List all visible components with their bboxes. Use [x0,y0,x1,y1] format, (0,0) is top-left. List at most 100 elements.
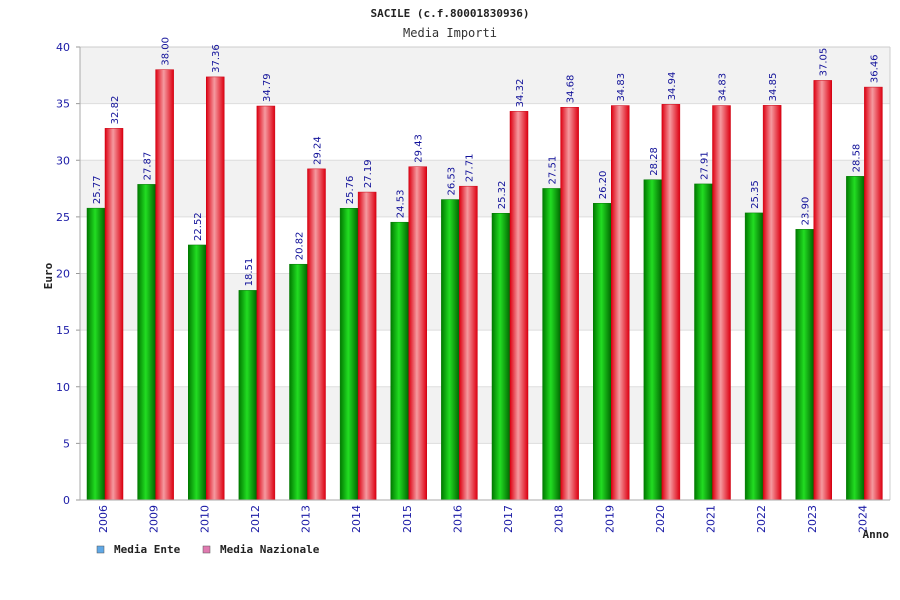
data-label: 34.94 [667,72,678,101]
data-label: 29.43 [414,134,425,163]
bar-media-ente-2017 [491,213,511,501]
y-tick-label: 0 [63,494,70,507]
y-tick-label: 5 [63,437,70,450]
data-label: 27.71 [464,154,475,183]
data-label: 34.85 [768,73,779,102]
bar-media-nazionale-2010 [206,76,225,501]
data-label: 23.90 [801,197,812,226]
data-label: 28.28 [649,147,660,176]
bar-media-nazionale-2022 [762,105,782,501]
bar-media-ente-2024 [846,176,865,501]
x-tick-label: 2013 [300,505,313,533]
data-label: 22.52 [193,212,204,241]
bar-media-nazionale-2006 [104,128,124,501]
bar-media-ente-2016 [441,199,460,501]
data-label: 27.19 [363,159,374,188]
bar-media-ente-2021 [694,183,713,501]
data-label: 32.82 [110,96,121,125]
x-tick-label: 2010 [198,505,211,533]
data-label: 25.77 [92,176,103,205]
data-label: 34.83 [718,73,729,102]
bar-media-ente-2023 [795,229,814,501]
x-tick-label: 2019 [603,505,616,533]
data-label: 37.05 [819,48,830,77]
y-axis-ticks: 0 5 10 15 20 25 30 35 40 [56,41,80,507]
bar-media-nazionale-2013 [307,168,326,501]
bar-media-nazionale-2016 [459,185,478,501]
data-label: 38.00 [161,37,172,66]
data-label: 18.51 [244,258,255,287]
legend-swatch-media-ente [96,545,105,554]
legend-label-media-ente: Media Ente [114,543,181,556]
data-label: 34.83 [616,73,627,102]
data-label: 26.53 [446,167,457,196]
data-label: 34.68 [566,75,577,104]
data-label: 26.20 [598,171,609,200]
bar-media-nazionale-2012 [256,105,276,501]
data-label: 27.51 [548,156,559,185]
bar-media-ente-2012 [238,290,258,501]
x-tick-label: 2015 [401,505,414,533]
y-tick-label: 15 [56,324,70,337]
data-label: 25.35 [750,180,761,209]
x-tick-label: 2006 [97,505,110,533]
bar-media-nazionale-2024 [864,86,883,501]
bar-media-nazionale-2019 [611,105,630,501]
bar-media-nazionale-2015 [408,166,427,501]
data-label: 36.46 [869,54,880,83]
x-tick-label: 2018 [553,505,566,533]
y-tick-label: 10 [56,381,70,394]
bar-media-nazionale-2023 [813,80,832,501]
legend: Media Ente Media Nazionale [96,543,320,556]
x-tick-label: 2021 [705,505,718,533]
y-tick-label: 25 [56,211,70,224]
bar-media-ente-2013 [289,263,308,501]
x-tick-label: 2016 [451,505,464,533]
legend-label-media-nazionale: Media Nazionale [220,543,320,556]
bars-group [86,69,883,501]
data-label: 20.82 [295,232,306,261]
data-label: 25.76 [345,176,356,205]
bar-media-ente-2019 [593,203,612,501]
bar-media-ente-2014 [339,208,359,501]
x-tick-label: 2009 [148,505,161,533]
x-tick-label: 2012 [249,505,262,533]
x-tick-label: 2017 [502,505,515,533]
data-label: 28.58 [851,144,862,173]
bar-media-nazionale-2020 [661,104,681,501]
bar-media-nazionale-2021 [712,105,731,501]
y-tick-label: 30 [56,154,70,167]
bar-media-ente-2006 [86,207,106,501]
x-axis-ticks: 2006 2009 2010 2012 2013 2014 2015 2016 2017 2018… [97,505,869,533]
x-tick-label: 2020 [654,505,667,533]
bar-media-ente-2018 [542,188,561,501]
value-labels: 25.77 32.82 27.87 38.00 22.52 37.36 18.51 34.79… [92,37,880,286]
bar-media-nazionale-2009 [155,69,174,501]
x-tick-label: 2024 [856,505,869,533]
bar-media-ente-2022 [744,212,764,501]
y-tick-label: 40 [56,41,70,54]
bar-media-ente-2015 [390,221,409,501]
legend-swatch-media-nazionale [202,545,211,554]
data-label: 27.91 [700,151,711,180]
bar-media-ente-2009 [137,184,156,501]
data-label: 27.87 [143,152,154,181]
data-label: 34.79 [262,73,273,102]
x-tick-label: 2014 [350,505,363,533]
bar-media-ente-2020 [643,179,663,501]
data-label: 37.36 [211,44,222,73]
data-label: 34.32 [515,79,526,108]
data-label: 25.32 [497,181,508,210]
y-tick-label: 35 [56,98,70,111]
x-tick-label: 2022 [755,505,768,533]
bar-media-ente-2010 [188,244,207,501]
bar-media-nazionale-2014 [357,191,377,501]
chart-subtitle: Media Importi [403,26,497,40]
data-label: 29.24 [313,136,324,165]
x-axis-title: Anno [863,528,890,541]
data-label: 24.53 [396,190,407,219]
y-axis-title: Euro [42,262,55,289]
bar-media-nazionale-2018 [560,106,579,501]
chart-title: SACILE (c.f.80001830936) [371,7,530,20]
